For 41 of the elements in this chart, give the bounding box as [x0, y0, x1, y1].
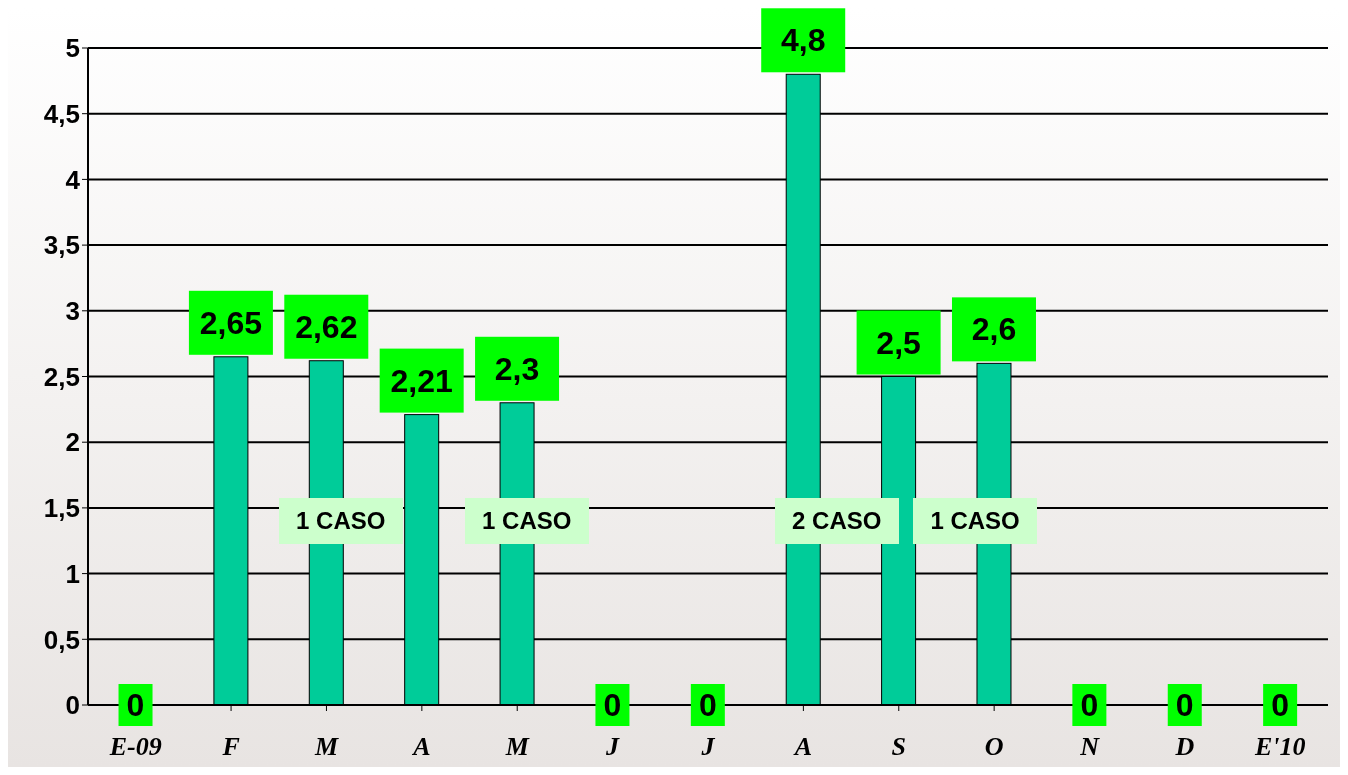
annotation: 2 CASO [774, 498, 899, 545]
x-tick-label: E'10 [1254, 732, 1306, 762]
y-tick-label: 3 [65, 296, 80, 327]
x-tick-label: S [891, 732, 906, 762]
x-tick-label: J [605, 732, 621, 762]
data-label: 0 [603, 687, 622, 723]
x-tick-label: M [313, 732, 339, 762]
y-tick-label: 3,5 [43, 230, 80, 261]
data-label: 0 [1271, 687, 1290, 723]
x-tick-label: M [504, 732, 530, 762]
data-label: 0 [698, 687, 717, 723]
data-label: 2,6 [971, 311, 1017, 348]
y-tick-label: 1,5 [43, 493, 80, 524]
annotation: 1 CASO [278, 498, 403, 545]
y-tick-label: 1 [65, 558, 80, 589]
data-label: 4,8 [780, 22, 826, 59]
y-tick-label: 4 [65, 164, 81, 195]
y-tick-label: 4,5 [43, 98, 80, 129]
x-tick-label: E-09 [108, 732, 162, 762]
y-tick-label: 0 [65, 690, 80, 721]
y-tick-label: 2,5 [43, 361, 80, 392]
annotation: 1 CASO [464, 498, 589, 545]
data-label: 0 [126, 687, 145, 723]
data-label: 2,62 [295, 308, 358, 345]
x-tick-label: D [1174, 732, 1195, 762]
y-tick-label: 5 [65, 33, 80, 64]
data-label: 0 [1080, 687, 1099, 723]
annotation: 1 CASO [913, 498, 1038, 545]
data-label: 2,3 [494, 350, 540, 387]
data-label: 2,5 [876, 324, 921, 361]
y-tick-label: 2 [65, 427, 80, 458]
data-label: 2,21 [390, 362, 453, 399]
x-tick-label: A [411, 732, 431, 762]
x-tick-label: A [792, 732, 813, 762]
x-tick-label: N [1079, 732, 1101, 762]
data-label: 0 [1175, 687, 1194, 723]
y-tick-label: 0,5 [43, 624, 80, 655]
x-tick-label: J [700, 732, 716, 762]
data-label: 2,65 [199, 304, 263, 341]
x-tick-label: F [221, 732, 240, 762]
x-tick-label: O [984, 732, 1004, 762]
